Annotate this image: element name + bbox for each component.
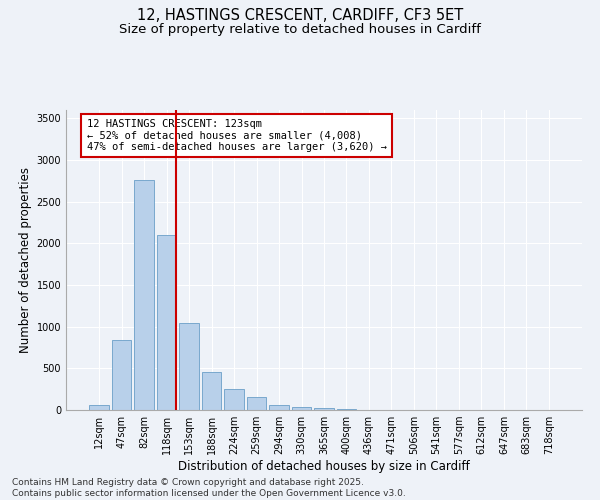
- Text: Size of property relative to detached houses in Cardiff: Size of property relative to detached ho…: [119, 22, 481, 36]
- Bar: [292, 406, 311, 410]
- Bar: [89, 406, 109, 410]
- Text: Contains HM Land Registry data © Crown copyright and database right 2025.
Contai: Contains HM Land Registry data © Crown c…: [12, 478, 406, 498]
- Bar: [224, 389, 244, 410]
- Text: 12 HASTINGS CRESCENT: 123sqm
← 52% of detached houses are smaller (4,008)
47% of: 12 HASTINGS CRESCENT: 123sqm ← 52% of de…: [86, 119, 386, 152]
- Bar: [314, 408, 334, 410]
- Bar: [157, 235, 176, 410]
- Bar: [202, 372, 221, 410]
- Bar: [134, 180, 154, 410]
- Bar: [247, 397, 266, 410]
- Bar: [337, 409, 356, 410]
- X-axis label: Distribution of detached houses by size in Cardiff: Distribution of detached houses by size …: [178, 460, 470, 473]
- Bar: [179, 324, 199, 410]
- Y-axis label: Number of detached properties: Number of detached properties: [19, 167, 32, 353]
- Text: 12, HASTINGS CRESCENT, CARDIFF, CF3 5ET: 12, HASTINGS CRESCENT, CARDIFF, CF3 5ET: [137, 8, 463, 22]
- Bar: [269, 404, 289, 410]
- Bar: [112, 340, 131, 410]
